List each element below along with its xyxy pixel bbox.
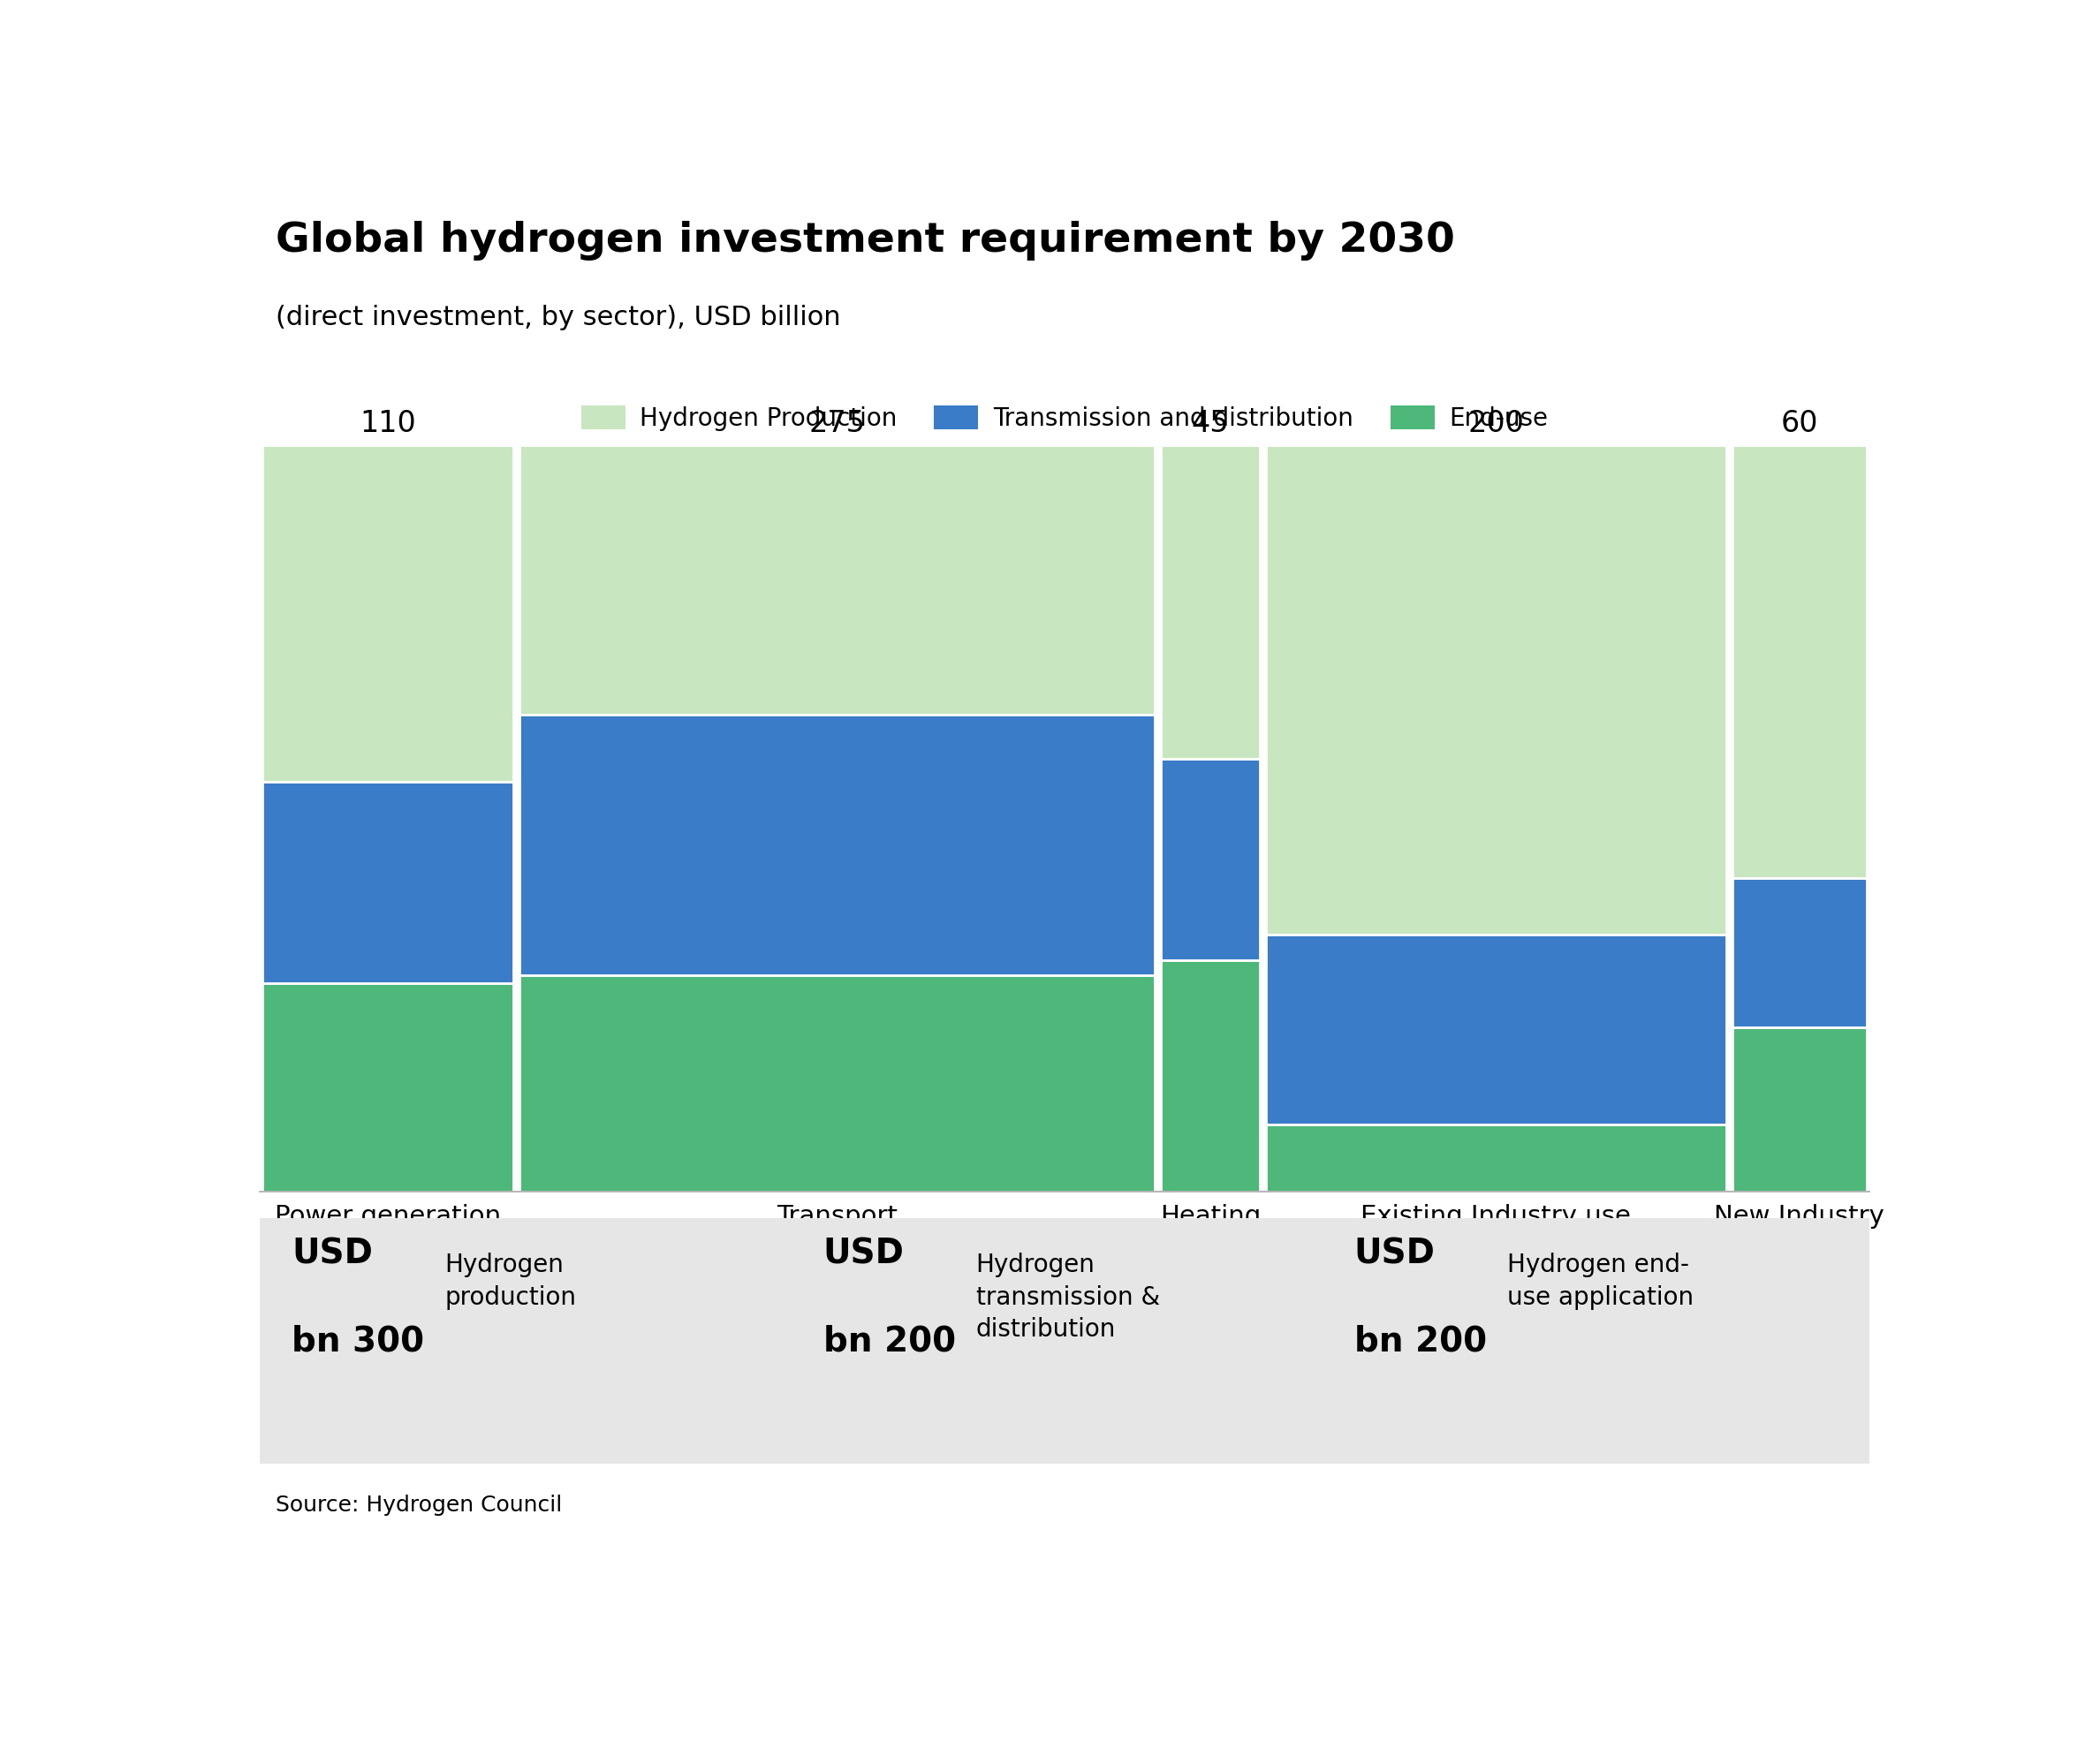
Text: Hydrogen end-
use application: Hydrogen end- use application: [1508, 1252, 1693, 1309]
Legend: Hydrogen Production, Transmission and distribution, End-use: Hydrogen Production, Transmission and di…: [571, 395, 1558, 441]
Bar: [1265, 935, 1726, 1125]
Bar: [1732, 878, 1867, 1028]
Text: Hydrogen
transmission &
distribution: Hydrogen transmission & distribution: [976, 1252, 1159, 1342]
Text: 45: 45: [1192, 409, 1230, 437]
Bar: [1265, 1125, 1726, 1192]
FancyBboxPatch shape: [260, 1219, 1869, 1464]
Bar: [1732, 1028, 1867, 1192]
Text: USD: USD: [822, 1237, 903, 1270]
Text: USD: USD: [291, 1237, 374, 1270]
Text: 200: 200: [1468, 409, 1525, 437]
Bar: [519, 975, 1155, 1192]
Bar: [262, 781, 513, 983]
Text: 110: 110: [359, 409, 415, 437]
Bar: [262, 446, 513, 781]
Text: bn 200: bn 200: [822, 1325, 955, 1358]
Text: 60: 60: [1780, 409, 1817, 437]
Text: Global hydrogen investment requirement by 2030: Global hydrogen investment requirement b…: [276, 220, 1456, 261]
Text: bn 300: bn 300: [291, 1325, 424, 1358]
Bar: [1161, 960, 1261, 1192]
Bar: [1732, 446, 1867, 878]
Text: Source: Hydrogen Council: Source: Hydrogen Council: [276, 1494, 563, 1515]
Text: USD: USD: [1354, 1237, 1435, 1270]
Bar: [1265, 446, 1726, 935]
Text: 275: 275: [808, 409, 866, 437]
Text: bn 200: bn 200: [1354, 1325, 1487, 1358]
Bar: [262, 983, 513, 1192]
Bar: [519, 714, 1155, 975]
Text: Hydrogen
production: Hydrogen production: [444, 1252, 577, 1309]
Bar: [1161, 759, 1261, 960]
Bar: [519, 446, 1155, 714]
Bar: [1161, 446, 1261, 759]
Text: (direct investment, by sector), USD billion: (direct investment, by sector), USD bill…: [276, 305, 841, 330]
